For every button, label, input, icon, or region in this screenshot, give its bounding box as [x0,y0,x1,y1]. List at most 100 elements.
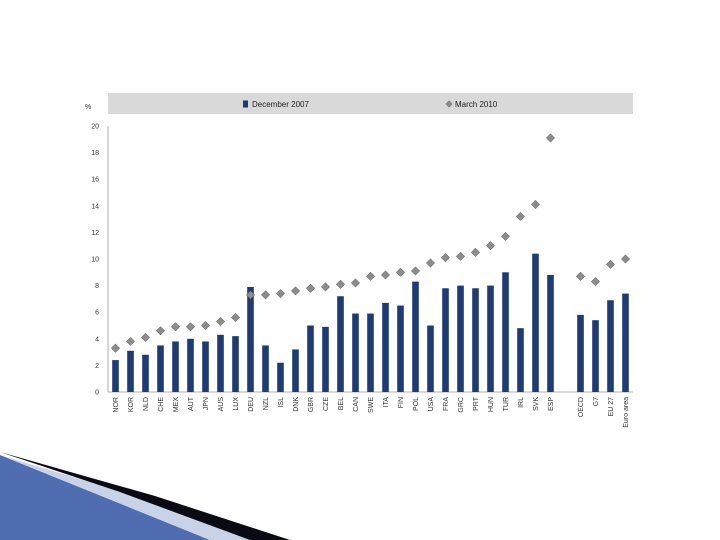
x-tick-label: KOR [128,397,135,412]
y-tick-label: 4 [95,336,99,343]
x-tick-label: FRA [443,397,450,411]
bar-kor [127,350,134,392]
x-tick-label: ITA [383,397,390,408]
x-tick-label: JPN [203,397,210,410]
marker-aut [185,322,196,332]
y-tick-label: 16 [91,177,99,184]
bar-irl [517,328,524,392]
bar-eu-27 [607,300,614,392]
bar-can [352,313,359,392]
marker-svk [530,199,541,210]
x-tick-label: HUN [488,397,495,412]
marker-oecd [575,271,586,281]
bar-nor [112,360,119,392]
bar-ita [382,302,389,392]
marker-usa [425,258,436,268]
bar-g7 [592,320,599,392]
x-tick-label: ISL [278,397,285,408]
bar-fra [442,288,449,392]
y-tick-label: 12 [91,230,99,237]
bar-aus [217,334,224,392]
bar-hun [487,285,494,392]
x-tick-label: MEX [173,397,180,413]
bar-nld [142,354,149,392]
marker-lux [230,312,241,323]
bar-usa [427,325,434,392]
x-tick-label: BEL [338,397,345,410]
x-tick-label: NZL [263,397,270,410]
x-tick-label: GRC [458,397,465,413]
bar-mex [172,341,179,392]
legend-swatch-marker [445,100,453,108]
x-tick-label: SVK [533,397,540,411]
y-tick-label: 2 [95,363,99,370]
bar-fin [397,305,404,392]
x-tick-label: TUR [503,397,510,411]
x-tick-label: IRL [518,397,525,408]
x-tick-label: AUS [218,397,225,412]
marker-swe [365,271,376,281]
legend-label: December 2007 [252,100,309,109]
legend-swatch-bar [243,100,248,108]
marker-pol [410,266,421,276]
marker-nld [140,332,151,343]
marker-jpn [200,320,211,331]
marker-can [350,278,361,288]
bar-lux [232,336,239,392]
marker-nzl [260,290,271,300]
marker-esp [545,133,556,143]
x-tick-label: USA [428,397,435,412]
x-tick-label: POL [413,397,420,411]
marker-aus [215,316,226,327]
marker-cze [320,282,331,292]
bar-jpn [202,341,209,392]
marker-bel [335,279,346,289]
x-tick-label: CHE [158,397,165,412]
x-tick-label: Euro area [623,397,630,428]
marker-hun [485,241,496,251]
legend-label: March 2010 [455,100,498,109]
x-tick-label: GBR [308,397,315,412]
bar-pol [412,281,419,392]
bar-euro-area [622,293,629,392]
bar-esp [547,274,554,392]
bar-swe [367,313,374,392]
y-tick-label: 6 [95,310,99,317]
y-tick-label: 10 [91,257,99,264]
marker-fin [395,267,406,277]
marker-irl [515,211,526,221]
bar-deu [247,286,254,392]
marker-tur [500,231,511,241]
marker-dnk [290,286,301,296]
y-axis-unit-label: % [85,104,91,111]
y-tick-label: 14 [91,203,99,210]
x-tick-label: ESP [548,397,555,411]
x-tick-label: CAN [353,397,360,412]
bar-oecd [577,314,584,392]
marker-euro-area [620,254,631,264]
marker-eu-27 [605,259,616,269]
bar-prt [472,288,479,392]
marker-grc [455,251,466,261]
bar-svk [532,253,539,392]
bar-nzl [262,345,269,392]
y-tick-label: 18 [91,150,99,157]
marker-deu [245,290,256,300]
marker-che [155,326,166,336]
x-tick-label: DNK [293,397,300,412]
corner-accent-dark [0,452,290,540]
y-tick-label: 8 [95,283,99,290]
bar-gbr [307,325,314,392]
marker-mex [170,322,181,332]
bar-bel [337,296,344,392]
marker-gbr [305,283,316,293]
bar-cze [322,326,329,392]
marker-ita [380,270,391,280]
x-tick-label: CZE [323,397,330,411]
x-tick-label: FIN [398,397,405,408]
bar-dnk [292,349,299,392]
marker-prt [470,247,481,257]
x-tick-label: NOR [113,397,120,413]
